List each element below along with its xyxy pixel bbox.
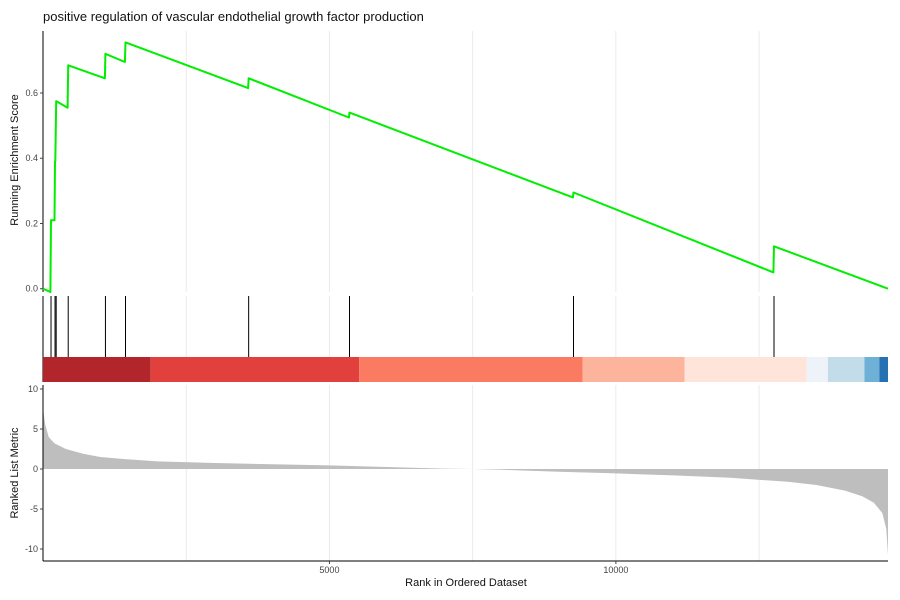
rank-band xyxy=(827,357,865,382)
rank-band xyxy=(150,357,360,382)
ranked-metric-area xyxy=(43,409,888,556)
metric-y-tick-label: -5 xyxy=(30,504,38,514)
rank-band xyxy=(359,357,583,382)
metric-y-tick-label: 5 xyxy=(33,424,38,434)
rank-band xyxy=(684,357,807,382)
rank-band xyxy=(864,357,880,382)
x-axis-label: Rank in Ordered Dataset xyxy=(405,577,527,589)
metric-y-tick-label: 0 xyxy=(33,464,38,474)
es-y-axis-label: Running Enrichment Score xyxy=(9,94,21,225)
x-tick-label: 5000 xyxy=(319,565,339,575)
x-axis: 5000 10000 xyxy=(43,560,888,575)
es-y-tick-label: 0.6 xyxy=(25,88,38,98)
running-enrichment-score-line xyxy=(42,41,889,293)
rank-band xyxy=(806,357,828,382)
running-enrichment-score-panel: 0.0 0.2 0.4 0.6 xyxy=(25,31,889,294)
rank-color-bar xyxy=(43,357,888,382)
metric-y-axis-label: Ranked List Metric xyxy=(9,427,21,519)
x-tick-label: 10000 xyxy=(603,565,628,575)
es-y-tick-label: 0.4 xyxy=(25,153,38,163)
rank-band xyxy=(43,357,151,382)
ranked-list-metric-panel: 10 5 0 -5 -10 xyxy=(25,384,888,561)
metric-y-tick-label: 10 xyxy=(28,384,38,394)
es-y-tick-label: 0.2 xyxy=(25,218,38,228)
rank-band xyxy=(582,357,685,382)
es-y-tick-label: 0.0 xyxy=(25,284,38,294)
metric-y-tick-label: -10 xyxy=(25,544,38,554)
chart-title: positive regulation of vascular endothel… xyxy=(43,9,424,24)
rank-band xyxy=(879,357,888,382)
